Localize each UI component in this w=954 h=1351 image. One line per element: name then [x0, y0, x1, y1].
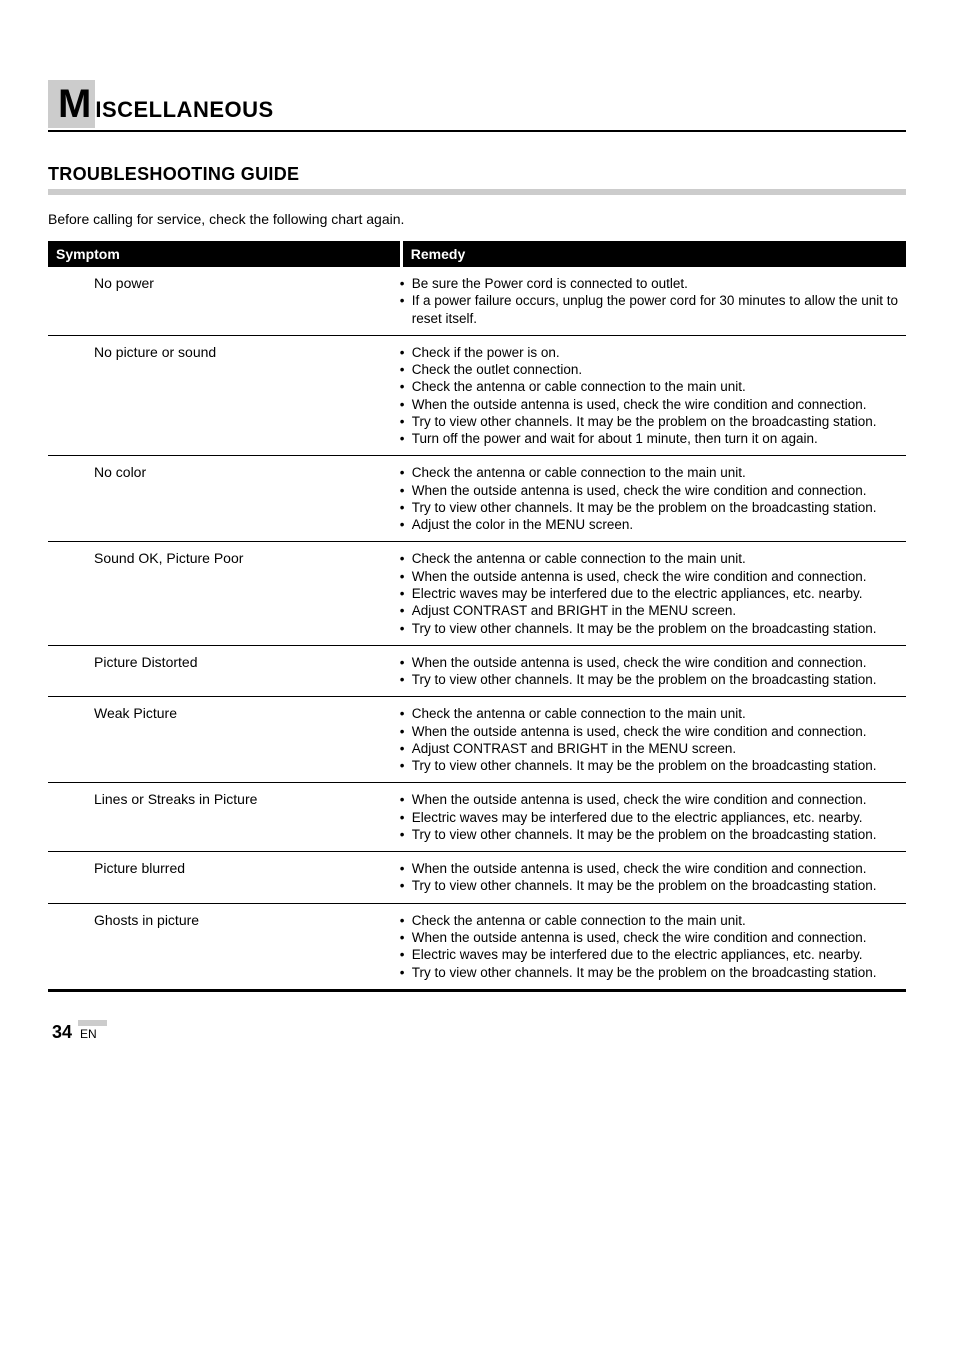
remedy-item: When the outside antenna is used, check …: [400, 654, 900, 671]
page-number: 34: [52, 1022, 72, 1043]
remedy-item: When the outside antenna is used, check …: [400, 723, 900, 740]
remedy-cell: Check if the power is on.Check the outle…: [400, 344, 906, 448]
page-title-row: MISCELLANEOUS: [48, 80, 906, 132]
remedy-cell: When the outside antenna is used, check …: [400, 654, 906, 689]
remedy-cell: When the outside antenna is used, check …: [400, 860, 906, 895]
footer: 34 EN: [48, 1020, 906, 1043]
title-rest: ISCELLANEOUS: [95, 97, 273, 123]
table-row: Picture DistortedWhen the outside antenn…: [48, 646, 906, 698]
remedy-item: Check if the power is on.: [400, 344, 900, 361]
remedy-item: Be sure the Power cord is connected to o…: [400, 275, 900, 292]
symptom-cell: Picture blurred: [48, 860, 400, 895]
table-row: Picture blurredWhen the outside antenna …: [48, 852, 906, 904]
remedy-cell: Check the antenna or cable connection to…: [400, 912, 906, 981]
table-row: No picture or soundCheck if the power is…: [48, 336, 906, 457]
remedy-item: Try to view other channels. It may be th…: [400, 757, 900, 774]
symptom-cell: Picture Distorted: [48, 654, 400, 689]
remedy-item: When the outside antenna is used, check …: [400, 568, 900, 585]
title-big-letter: M: [48, 80, 95, 128]
symptom-cell: Ghosts in picture: [48, 912, 400, 981]
remedy-item: Try to view other channels. It may be th…: [400, 413, 900, 430]
table-row: Weak PictureCheck the antenna or cable c…: [48, 697, 906, 783]
remedy-item: Try to view other channels. It may be th…: [400, 826, 900, 843]
table-row: Lines or Streaks in PictureWhen the outs…: [48, 783, 906, 852]
remedy-item: Adjust the color in the MENU screen.: [400, 516, 900, 533]
remedy-item: Electric waves may be interfered due to …: [400, 809, 900, 826]
remedy-item: Turn off the power and wait for about 1 …: [400, 430, 900, 447]
remedy-item: Adjust CONTRAST and BRIGHT in the MENU s…: [400, 602, 900, 619]
symptom-cell: Sound OK, Picture Poor: [48, 550, 400, 636]
symptom-cell: No picture or sound: [48, 344, 400, 448]
page-language: EN: [78, 1020, 107, 1041]
remedy-cell: When the outside antenna is used, check …: [400, 791, 906, 843]
remedy-item: Electric waves may be interfered due to …: [400, 585, 900, 602]
troubleshooting-table: Symptom Remedy No powerBe sure the Power…: [48, 241, 906, 992]
remedy-cell: Check the antenna or cable connection to…: [400, 550, 906, 636]
symptom-cell: No power: [48, 275, 400, 327]
symptom-cell: No color: [48, 464, 400, 533]
remedy-item: Try to view other channels. It may be th…: [400, 499, 900, 516]
remedy-item: Electric waves may be interfered due to …: [400, 946, 900, 963]
remedy-cell: Check the antenna or cable connection to…: [400, 705, 906, 774]
table-row: No colorCheck the antenna or cable conne…: [48, 456, 906, 542]
remedy-item: When the outside antenna is used, check …: [400, 482, 900, 499]
header-remedy: Remedy: [403, 241, 906, 267]
remedy-item: Try to view other channels. It may be th…: [400, 620, 900, 637]
remedy-item: When the outside antenna is used, check …: [400, 929, 900, 946]
table-row: Sound OK, Picture PoorCheck the antenna …: [48, 542, 906, 645]
subheading: TROUBLESHOOTING GUIDE: [48, 164, 906, 195]
table-row: Ghosts in pictureCheck the antenna or ca…: [48, 904, 906, 992]
remedy-item: Try to view other channels. It may be th…: [400, 877, 900, 894]
remedy-item: Try to view other channels. It may be th…: [400, 671, 900, 688]
remedy-cell: Check the antenna or cable connection to…: [400, 464, 906, 533]
symptom-cell: Weak Picture: [48, 705, 400, 774]
remedy-item: When the outside antenna is used, check …: [400, 791, 900, 808]
remedy-item: Check the outlet connection.: [400, 361, 900, 378]
remedy-cell: Be sure the Power cord is connected to o…: [400, 275, 906, 327]
remedy-item: Adjust CONTRAST and BRIGHT in the MENU s…: [400, 740, 900, 757]
remedy-item: Check the antenna or cable connection to…: [400, 912, 900, 929]
remedy-item: Check the antenna or cable connection to…: [400, 550, 900, 567]
table-body: No powerBe sure the Power cord is connec…: [48, 267, 906, 992]
intro-text: Before calling for service, check the fo…: [48, 211, 906, 227]
remedy-item: Check the antenna or cable connection to…: [400, 378, 900, 395]
remedy-item: Check the antenna or cable connection to…: [400, 705, 900, 722]
symptom-cell: Lines or Streaks in Picture: [48, 791, 400, 843]
header-symptom: Symptom: [48, 241, 400, 267]
remedy-item: When the outside antenna is used, check …: [400, 396, 900, 413]
remedy-item: If a power failure occurs, unplug the po…: [400, 292, 900, 327]
remedy-item: Try to view other channels. It may be th…: [400, 964, 900, 981]
remedy-item: When the outside antenna is used, check …: [400, 860, 900, 877]
remedy-item: Check the antenna or cable connection to…: [400, 464, 900, 481]
table-row: No powerBe sure the Power cord is connec…: [48, 267, 906, 336]
table-header-row: Symptom Remedy: [48, 241, 906, 267]
